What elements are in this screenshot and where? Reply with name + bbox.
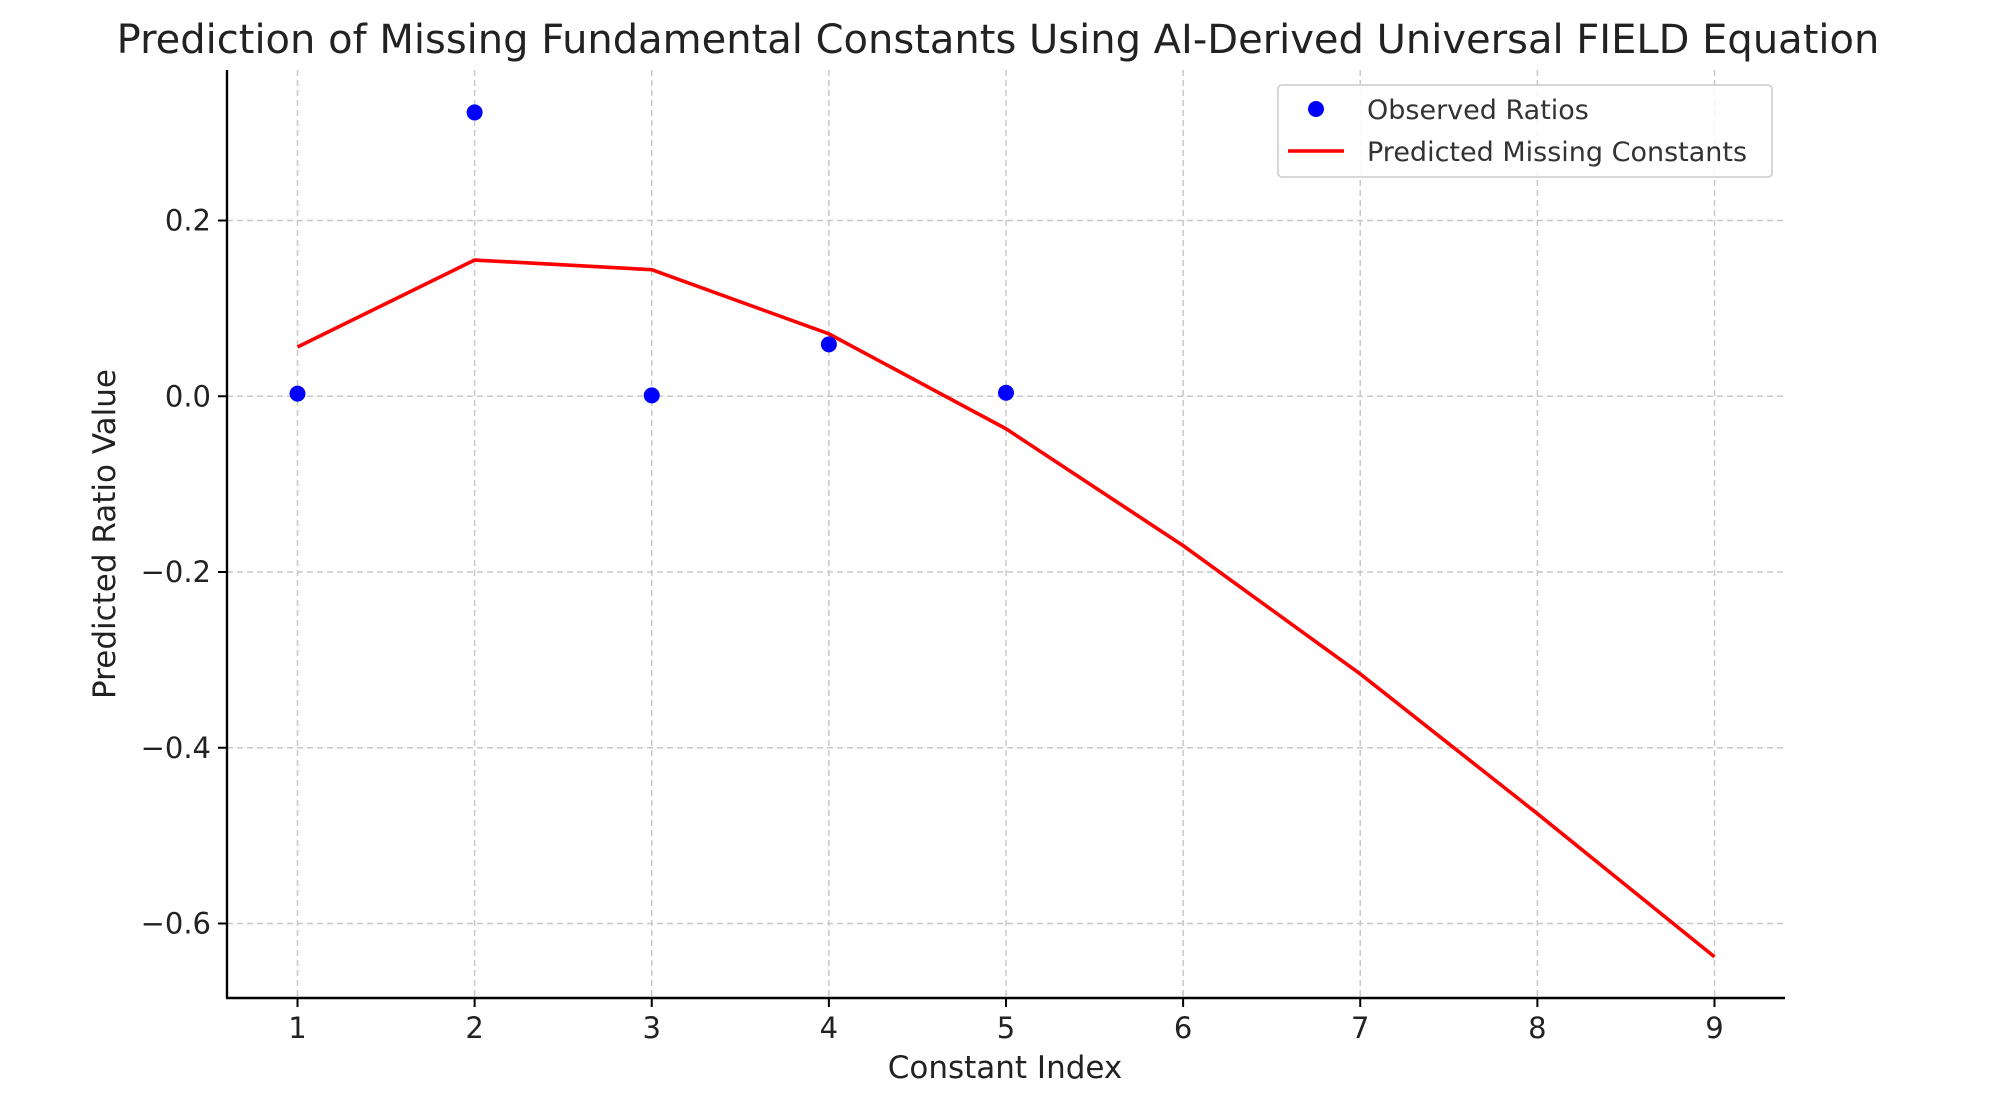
x-tick-label: 6 [1174,1011,1192,1045]
x-tick-label: 8 [1528,1011,1546,1045]
x-tick-label: 5 [997,1011,1015,1045]
grid-lines [227,70,1785,998]
y-tick-label: 0.2 [165,204,211,238]
legend-marker-observed-ratios [1308,101,1324,117]
x-axis-label: Constant Index [888,1050,1123,1086]
legend-box [1277,84,1773,178]
observed-ratio-point [998,384,1014,401]
x-tick-label: 1 [288,1011,306,1045]
y-tick-label: −0.4 [141,731,211,765]
chart-title: Prediction of Missing Fundamental Consta… [117,17,1880,63]
series-line-predicted-missing-constants [296,258,1716,959]
observed-ratio-point [643,387,660,404]
observed-ratio-point [466,104,483,121]
x-tick-label: 9 [1705,1011,1723,1045]
y-tick-label: −0.2 [141,555,211,589]
x-tick-label: 2 [465,1011,483,1045]
y-tick-label: −0.6 [141,907,211,941]
legend-label: Predicted Missing Constants [1367,137,1747,168]
legend-label: Observed Ratios [1367,95,1589,126]
legend: Observed Ratios Predicted Missing Constan… [1277,84,1773,178]
x-tick-label: 4 [820,1011,838,1045]
observed-ratio-point [820,336,837,353]
y-axis-label: Predicted Ratio Value [87,369,123,699]
plot-series [289,104,1716,959]
x-tick-label: 3 [643,1011,661,1045]
x-tick-label: 7 [1351,1011,1369,1045]
x-axis-ticks: 1 2 3 4 5 6 7 8 9 [288,998,1724,1045]
y-axis-ticks: −0.6 −0.4 −0.2 0.0 0.2 [141,204,227,941]
y-tick-label: 0.0 [165,379,211,413]
observed-ratio-point [289,385,306,402]
